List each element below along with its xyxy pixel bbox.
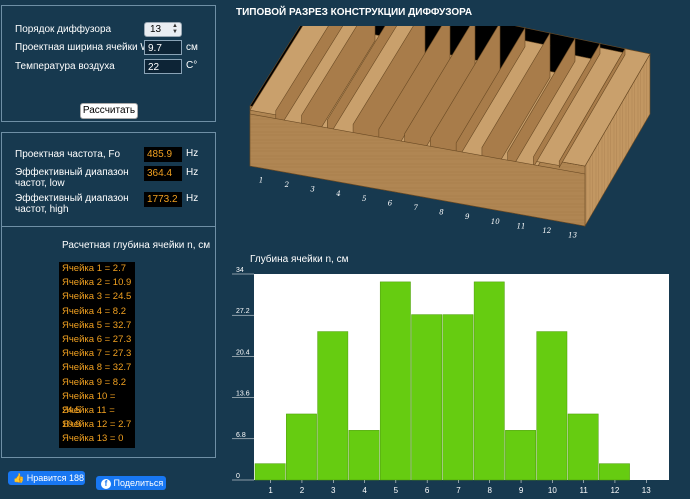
- low-unit: Hz: [186, 167, 199, 178]
- freq-label: Проектная частота, Fo: [15, 149, 121, 160]
- chart-bar: [379, 281, 411, 481]
- share-button[interactable]: f Поделиться: [96, 476, 166, 490]
- cell-number-label: 12: [542, 227, 551, 235]
- stepper-arrows-icon[interactable]: ▲ ▼: [172, 23, 178, 35]
- chart-bar: [286, 413, 317, 481]
- y-tick-label: 0: [236, 473, 240, 480]
- width-unit: см: [186, 42, 198, 53]
- list-item: Ячейка 2 = 10.9: [62, 277, 132, 289]
- width-label: Проектная ширина ячейки W: [15, 42, 150, 53]
- thumbs-up-icon: 👍: [13, 473, 25, 483]
- depth-bar-chart: 06.813.620.427.234 1 2 3 4 5 6 7 8 9 10 11 12 13: [232, 267, 669, 495]
- chart-bar: [348, 430, 380, 481]
- x-tick-label: 10: [548, 486, 557, 495]
- facebook-icon: f: [101, 479, 111, 489]
- cell-number-label: 8: [439, 209, 444, 217]
- list-item: Ячейка 13 = 0: [62, 433, 124, 445]
- chart-bar: [505, 430, 536, 481]
- low-value: 364.4: [144, 166, 182, 181]
- diagram-title: ТИПОВОЙ РАЗРЕЗ КОНСТРУКЦИИ ДИФФУЗОРА: [236, 7, 473, 18]
- width-field[interactable]: 9.7: [144, 40, 182, 55]
- list-item: Ячейка 3 = 24.5: [62, 291, 132, 303]
- diffuser-fin: [558, 47, 626, 169]
- chart-bar: [473, 281, 505, 481]
- cell-number-label: 2: [284, 181, 290, 189]
- temp-field[interactable]: 22: [144, 59, 182, 74]
- diffuser-fin: [533, 42, 601, 169]
- order-stepper[interactable]: 13 ▲ ▼: [144, 22, 182, 37]
- high-unit: Hz: [186, 193, 199, 204]
- y-tick-label: 20.4: [236, 349, 250, 356]
- list-item: Ячейка 10 = 24.5: [62, 390, 116, 416]
- y-tick-label: 34: [236, 267, 244, 274]
- share-label: Поделиться: [113, 478, 164, 488]
- cell-number-label: 10: [491, 218, 500, 226]
- list-item: Ячейка 1 = 2.7: [62, 263, 127, 274]
- list-item: Ячейка 5 = 32.7: [62, 319, 132, 331]
- cell-number-label: 9: [465, 213, 470, 221]
- cell-number-label: 7: [414, 204, 419, 212]
- temp-label: Температура воздуха: [15, 61, 115, 72]
- list-item: Ячейка 12 = 2.7: [62, 419, 132, 431]
- x-tick-label: 13: [642, 486, 651, 495]
- diffuser-front-wall: [249, 113, 586, 227]
- cell-number-label: 3: [310, 186, 315, 194]
- cell-number-label: 5: [362, 195, 367, 203]
- freq-unit: Hz: [186, 148, 199, 159]
- x-tick-label: 3: [331, 486, 336, 495]
- chart-bar: [254, 463, 286, 481]
- y-tick-label: 6.8: [236, 432, 246, 439]
- list-item: Ячейка 8 = 32.7: [62, 362, 132, 374]
- like-label: Нравится 188: [26, 473, 84, 483]
- cell-number-label: 6: [388, 199, 393, 207]
- inputs-panel: [1, 5, 216, 122]
- y-tick-label: 13.6: [236, 391, 250, 398]
- list-item: Ячейка 11 = 10.9: [62, 404, 115, 431]
- x-tick-label: 11: [579, 486, 588, 495]
- cell-number-label: 11: [517, 222, 526, 230]
- x-tick-label: 1: [268, 486, 273, 495]
- freq-value: 485.9: [144, 147, 182, 162]
- y-tick-label: 27.2: [236, 308, 250, 315]
- diffuser-cell-floor: [249, 26, 332, 116]
- order-value: 13: [150, 24, 162, 35]
- chart-bar: [317, 331, 349, 481]
- calculate-button[interactable]: Рассчитать: [80, 103, 138, 119]
- x-tick-label: 2: [300, 486, 305, 495]
- x-tick-label: 9: [519, 486, 524, 495]
- cell-number-label: 13: [568, 232, 577, 240]
- high-value: 1773.2: [144, 192, 182, 207]
- depths-panel: [1, 226, 216, 458]
- chart-bar: [567, 413, 599, 481]
- cell-number-label: 4: [335, 190, 340, 198]
- x-tick-label: 12: [610, 486, 619, 495]
- list-item: Ячейка 6 = 27.3: [62, 333, 132, 345]
- chart-title: Глубина ячейки n, см: [250, 254, 349, 265]
- high-label: Эффективный диапазон частот, high: [15, 193, 129, 215]
- x-tick-label: 4: [362, 486, 367, 495]
- chart-bar: [536, 331, 568, 481]
- list-item: Ячейка 4 = 8.2: [62, 305, 127, 317]
- list-item: Ячейка 9 = 8.2: [62, 376, 127, 388]
- cell-number-label: 1: [259, 176, 263, 184]
- x-tick-label: 5: [394, 486, 399, 495]
- like-button[interactable]: 👍 Нравится 188: [8, 471, 85, 485]
- depths-list: Ячейка 1 = 2.7 Ячейка 2 = 10.9 Ячейка 3 …: [59, 262, 135, 448]
- low-label: Эффективный диапазон частот, low: [15, 167, 129, 189]
- chart-bar: [411, 314, 443, 481]
- chart-bar: [599, 463, 630, 481]
- x-tick-label: 7: [456, 486, 461, 495]
- x-tick-label: 8: [488, 486, 493, 495]
- list-item: Ячейка 7 = 27.3: [62, 348, 132, 360]
- x-tick-label: 6: [425, 486, 430, 495]
- temp-unit: C°: [186, 60, 198, 71]
- order-label: Порядок диффузора: [15, 24, 112, 35]
- chart-bar: [442, 314, 474, 481]
- depths-title: Расчетная глубина ячейки n, см: [62, 240, 211, 251]
